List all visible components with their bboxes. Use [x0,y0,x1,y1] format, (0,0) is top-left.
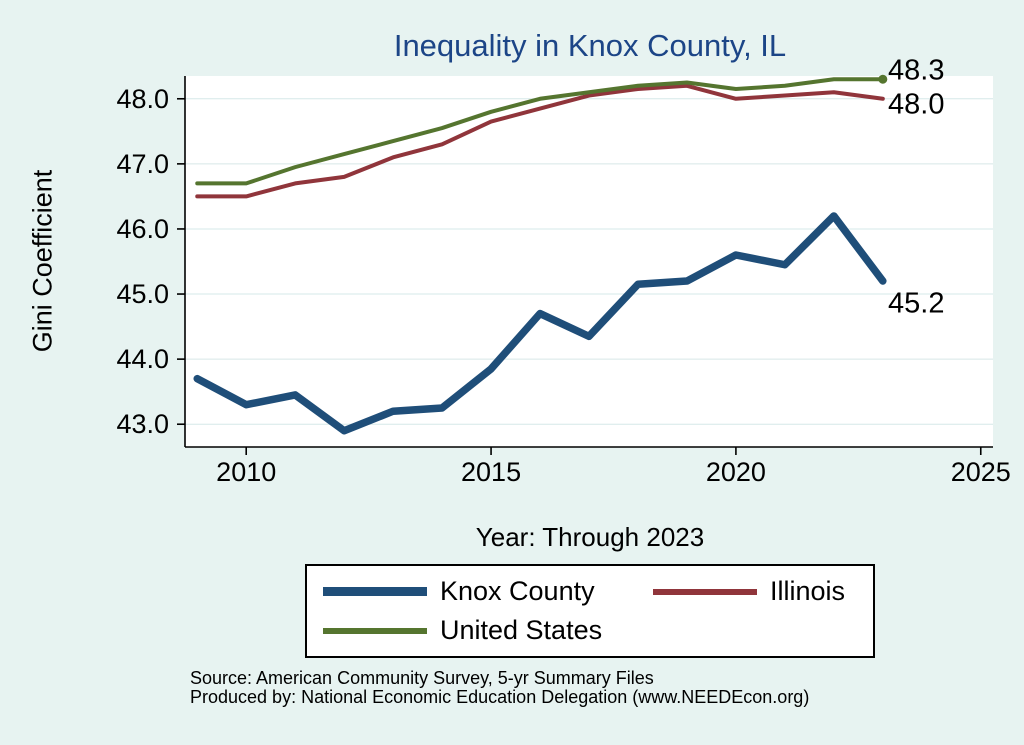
x-tick-label: 2015 [461,457,521,487]
legend-item-united-states: United States [323,615,653,646]
legend: Knox County Illinois United States [305,564,875,658]
legend-swatch-united-states [323,627,427,634]
x-tick-label: 2010 [216,457,276,487]
series-line-united-states [195,77,885,186]
source-line-2: Produced by: National Economic Education… [190,687,810,707]
x-axis-title: Year: Through 2023 [475,522,705,552]
y-tick-label: 44.0 [116,344,169,374]
y-tick-label: 47.0 [116,149,169,179]
united-states-end-marker [878,74,888,84]
y-tick-label: 48.0 [116,84,169,114]
legend-item-illinois: Illinois [653,576,873,607]
y-tick-label: 43.0 [116,409,169,439]
chart-title: Inequality in Knox County, IL [393,28,787,63]
y-tick-label: 45.0 [116,279,169,309]
series-line-knox-county [193,212,887,435]
end-label-illinois: 48.0 [888,88,945,121]
legend-swatch-knox-county [323,587,427,596]
plot-area [185,76,993,447]
legend-item-knox-county: Knox County [323,576,653,607]
source-note: Source: American Community Survey, 5-yr … [190,669,809,707]
end-label-united-states: 48.3 [888,54,945,87]
x-tick-label: 2020 [706,457,766,487]
legend-swatch-illinois [653,588,757,595]
series-line-illinois [195,83,885,199]
x-tick-label: 2025 [951,457,1011,487]
legend-label-illinois: Illinois [770,576,846,606]
legend-label-knox-county: Knox County [440,576,595,606]
legend-label-united-states: United States [440,615,603,645]
source-line-1: Source: American Community Survey, 5-yr … [190,668,654,688]
end-label-knox-county: 45.2 [888,287,945,320]
y-tick-label: 46.0 [116,214,169,244]
